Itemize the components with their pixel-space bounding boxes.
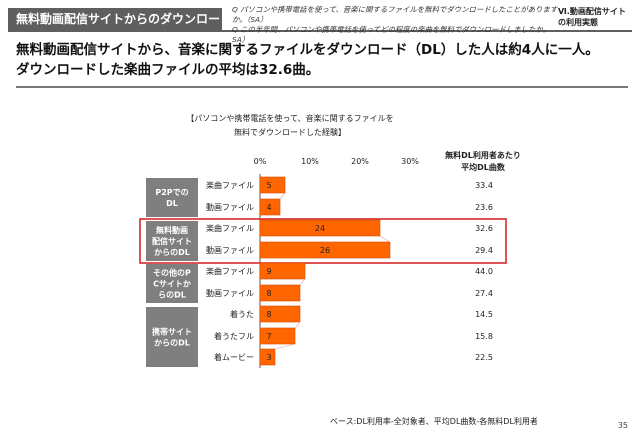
group-label-box [146,307,198,367]
bar-connector [274,343,296,350]
avg-dl-value: 23.6 [475,203,493,212]
highlight-frame [139,218,507,264]
data-label: 24 [315,224,325,233]
group-label-box [146,264,198,303]
group-label: Cサイトか [153,280,191,289]
group-label: その他のP [153,268,191,278]
category-label: 楽曲ファイル [206,266,254,276]
category-label: 動画ファイル [206,203,254,212]
avg-dl-value: 27.4 [475,289,493,298]
group-label: 携帯サイト [152,327,192,337]
data-label: 4 [266,203,271,212]
data-label: 8 [266,310,271,319]
avg-header-line-1: 無料DL利用者あたり [445,151,521,160]
bar-connector [279,192,286,200]
group-label: らのDL [158,291,186,300]
bar-connector [294,321,301,329]
bar [259,241,391,259]
bar [259,305,301,323]
avg-dl-value: 14.5 [475,310,493,319]
group-label: DL [166,199,178,208]
bar-connector [379,235,391,243]
question-2: Q この半年間、パソコンや携帯電話を使ってどの程度の楽曲を無料でダウンロードしま… [232,25,551,44]
data-label: 8 [266,289,271,298]
header-title: 無料動画配信サイトからのダウンロード [16,12,233,26]
chart-title-line-2: 無料でダウンロードした経験】 [234,128,346,137]
avg-dl-value: 32.6 [475,224,493,233]
page-number: 35 [617,421,628,430]
data-label: 5 [266,181,271,190]
base-note: ベース:DL利用率-全対象者、平均DL曲数-各無料DL利用者 [330,417,538,426]
group-label: 無料動画 [156,225,188,235]
bar [259,262,306,280]
avg-dl-value: 44.0 [475,267,493,276]
bar [259,219,381,237]
group-label: からのDL [154,248,190,257]
headline-line-1: 無料動画配信サイトから、音楽に関するファイルをダウンロード（DL）した人は約4人… [16,42,599,58]
header-title-tab: 無料動画配信サイトからのダウンロード [8,8,232,30]
category-label: 楽曲ファイル [206,223,254,233]
data-label: 7 [266,332,271,341]
bar [259,284,301,302]
chart-title-line-1: 【パソコンや携帯電話を使って、音楽に関するファイルを [186,114,394,123]
x-tick-label: 10% [301,157,319,166]
group-label: P2Pでの [155,188,188,197]
avg-dl-value: 15.8 [475,332,493,341]
headline: 無料動画配信サイトから、音楽に関するファイルをダウンロード（DL）した人は約4人… [16,40,628,80]
question-1: Q パソコンや携帯電話を使って、音楽に関するファイルを無料でダウンロードしたこと… [232,5,558,24]
avg-header-line-2: 平均DL曲数 [461,163,505,172]
bar [259,198,281,216]
header-rule [8,30,632,32]
section-label: Ⅵ.動画配信サイトの利用実態 [558,7,626,27]
headline-rule [16,86,628,88]
headline-line-2: ダウンロードした楽曲ファイルの平均は32.6曲。 [16,62,320,78]
group-label-box [146,221,198,261]
bar-connector [299,278,306,286]
x-tick-label: 0% [254,157,267,166]
category-label: 着うたフル [214,331,254,341]
survey-questions: Q パソコンや携帯電話を使って、音楽に関するファイルを無料でダウンロードしたこと… [232,5,562,45]
x-tick-label: 20% [351,157,369,166]
group-label: 配信サイト [152,236,192,246]
category-label: 着うた [230,309,254,319]
bar [259,176,286,194]
category-label: 動画ファイル [206,289,254,298]
avg-dl-value: 29.4 [475,246,493,255]
x-tick-label: 30% [401,157,419,166]
data-label: 9 [266,267,271,276]
data-label: 26 [320,246,330,255]
data-label: 3 [266,353,271,362]
category-label: 楽曲ファイル [206,180,254,190]
group-label-box [146,178,198,217]
bar [259,327,296,345]
category-label: 動画ファイル [206,246,254,255]
category-label: 着ムービー [214,352,254,362]
group-label: からのDL [154,339,190,348]
avg-dl-value: 33.4 [475,181,493,190]
avg-dl-value: 22.5 [475,353,493,362]
bar [259,348,276,366]
